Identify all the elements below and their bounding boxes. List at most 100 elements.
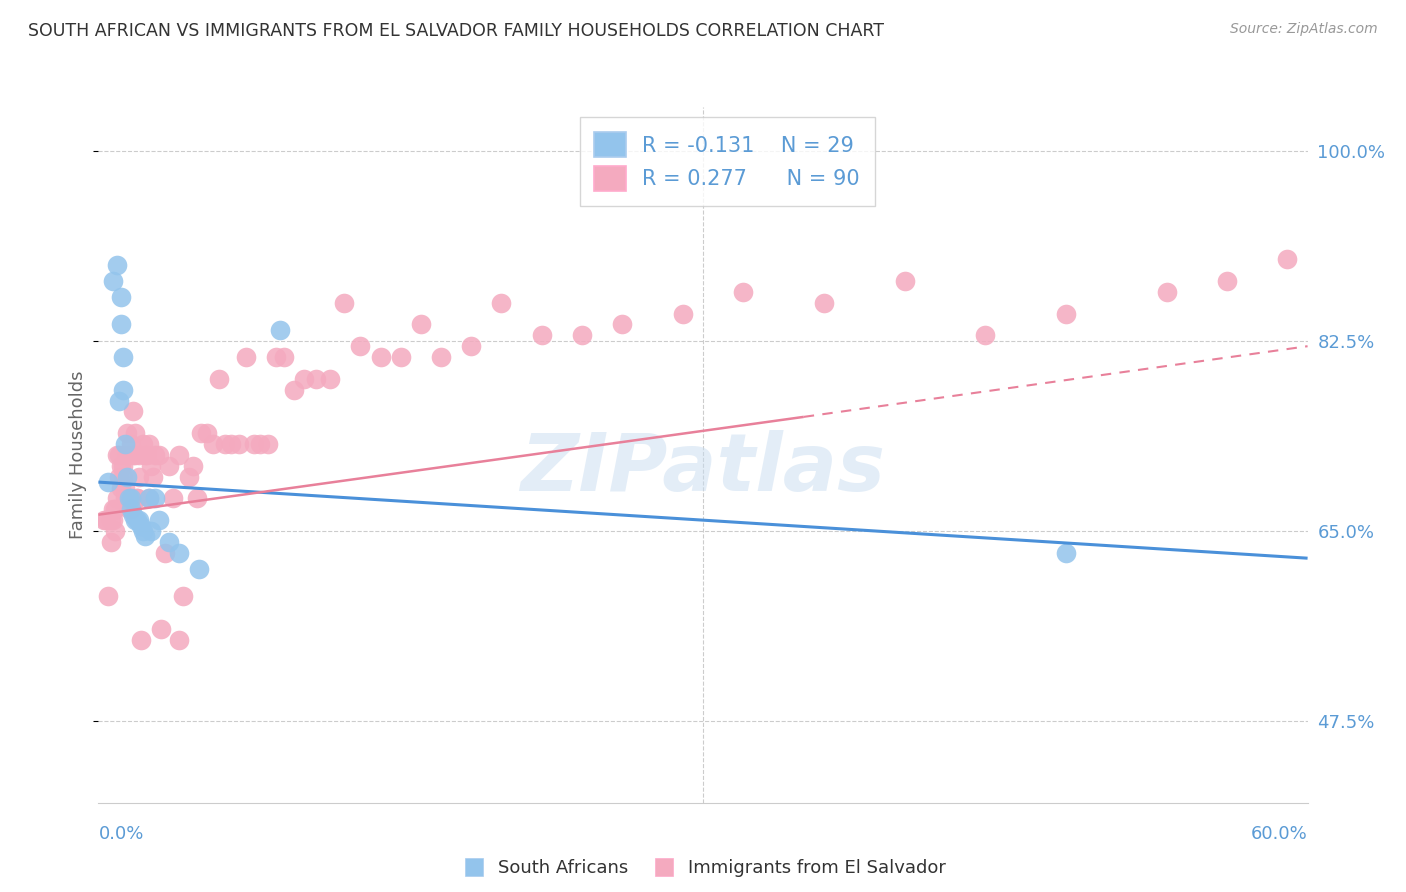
Point (491, 295, 513, 310)
Point (128, 469, 150, 483)
Point (101, 502, 124, 516)
Point (249, 437, 271, 451)
Point (114, 491, 136, 506)
Point (208, 372, 231, 386)
Point (1054, 307, 1077, 321)
Point (115, 469, 138, 483)
Point (167, 448, 190, 462)
Point (813, 295, 835, 310)
Point (430, 350, 453, 364)
Point (195, 426, 218, 441)
Text: SOUTH AFRICAN VS IMMIGRANTS FROM EL SALVADOR FAMILY HOUSEHOLDS CORRELATION CHART: SOUTH AFRICAN VS IMMIGRANTS FROM EL SALV… (28, 22, 884, 40)
Point (190, 426, 212, 441)
Point (530, 328, 553, 343)
Point (128, 448, 150, 462)
Point (139, 524, 162, 538)
Point (460, 339, 482, 353)
Point (256, 437, 278, 451)
Point (110, 290, 132, 304)
Point (157, 535, 180, 549)
Point (571, 328, 593, 343)
Point (142, 469, 165, 483)
Point (121, 404, 143, 418)
Point (97, 589, 120, 603)
Point (110, 458, 132, 473)
Point (134, 529, 156, 543)
Point (134, 448, 156, 462)
Point (114, 437, 136, 451)
Point (186, 491, 208, 506)
Point (162, 491, 184, 506)
Point (135, 448, 157, 462)
Text: ZIPatlas: ZIPatlas (520, 430, 886, 508)
Point (100, 535, 122, 549)
Point (188, 562, 211, 576)
Point (107, 448, 129, 462)
Point (105, 448, 128, 462)
Point (202, 437, 225, 451)
Point (120, 491, 142, 506)
Point (305, 372, 328, 386)
Point (115, 426, 138, 441)
Point (264, 350, 287, 364)
Point (292, 372, 315, 386)
Point (273, 350, 295, 364)
Point (143, 491, 166, 506)
Point (138, 491, 160, 506)
Point (121, 508, 143, 522)
Point (389, 350, 412, 364)
Point (148, 448, 170, 462)
Point (115, 448, 138, 462)
Point (114, 481, 136, 495)
Legend: South Africans, Immigrants from El Salvador: South Africans, Immigrants from El Salva… (453, 852, 953, 884)
Point (111, 469, 134, 483)
Point (129, 518, 152, 533)
Point (105, 258, 128, 272)
Point (672, 307, 695, 321)
Point (143, 448, 166, 462)
Point (110, 481, 132, 495)
Point (235, 350, 257, 364)
Point (149, 622, 172, 636)
Point (1156, 285, 1178, 299)
Point (124, 513, 146, 527)
Point (100, 513, 122, 527)
Point (129, 632, 152, 647)
Point (172, 589, 194, 603)
Point (1216, 274, 1239, 288)
Point (214, 437, 236, 451)
Point (1054, 546, 1077, 560)
Point (105, 491, 128, 506)
Point (118, 448, 141, 462)
Point (103, 524, 125, 538)
Point (111, 383, 134, 397)
Point (349, 339, 371, 353)
Point (167, 546, 190, 560)
Point (124, 426, 146, 441)
Point (121, 448, 143, 462)
Point (103, 502, 125, 516)
Point (125, 491, 148, 506)
Point (733, 285, 755, 299)
Point (120, 502, 142, 516)
Point (157, 458, 180, 473)
Point (107, 393, 129, 408)
Point (283, 383, 305, 397)
Point (370, 350, 392, 364)
Point (269, 323, 291, 337)
Point (319, 372, 342, 386)
Point (128, 513, 150, 527)
Point (120, 437, 142, 451)
Text: 0.0%: 0.0% (98, 825, 143, 843)
Point (118, 502, 141, 516)
Point (974, 328, 997, 343)
Point (138, 437, 160, 451)
Point (167, 632, 190, 647)
Point (111, 350, 134, 364)
Point (409, 318, 432, 332)
Point (132, 437, 155, 451)
Point (893, 274, 915, 288)
Point (97, 475, 120, 489)
Point (111, 458, 134, 473)
Point (101, 513, 124, 527)
